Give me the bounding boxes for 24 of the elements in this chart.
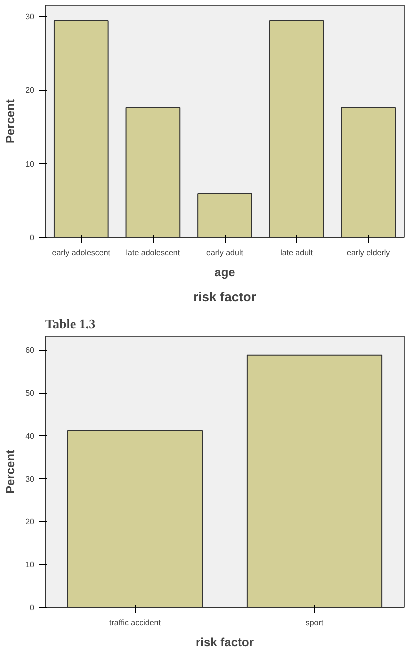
- y-tick-label: 60: [26, 346, 36, 356]
- chart-title: risk factor: [194, 290, 256, 304]
- x-tick-label: early adult: [206, 248, 244, 258]
- y-tick-label: 40: [26, 432, 36, 441]
- x-tick-label: late adolescent: [126, 248, 181, 258]
- y-tick-label: 10: [26, 560, 36, 570]
- y-axis-title: Percent: [4, 99, 18, 144]
- x-tick-label: sport: [306, 618, 324, 628]
- y-tick-label: 0: [30, 234, 36, 242]
- x-tick-label: early elderly: [347, 248, 390, 258]
- y-tick-label: 30: [26, 12, 36, 22]
- y-tick-label: 20: [26, 86, 36, 96]
- y-axis-title: Percent: [4, 450, 18, 494]
- x-tick-label: early adolescent: [52, 248, 112, 258]
- x-axis-title: age: [214, 266, 236, 280]
- y-tick-label: 0: [30, 604, 36, 612]
- x-tick-label: late adult: [280, 248, 314, 258]
- x-axis-title: risk factor: [196, 636, 254, 650]
- y-tick-label: 20: [26, 518, 36, 527]
- caption: Table 1.3: [46, 316, 96, 332]
- y-tick-label: 30: [26, 474, 36, 484]
- y-tick-label: 50: [26, 389, 36, 398]
- y-tick-label: 10: [26, 160, 36, 169]
- x-tick-label: traffic accident: [110, 618, 162, 628]
